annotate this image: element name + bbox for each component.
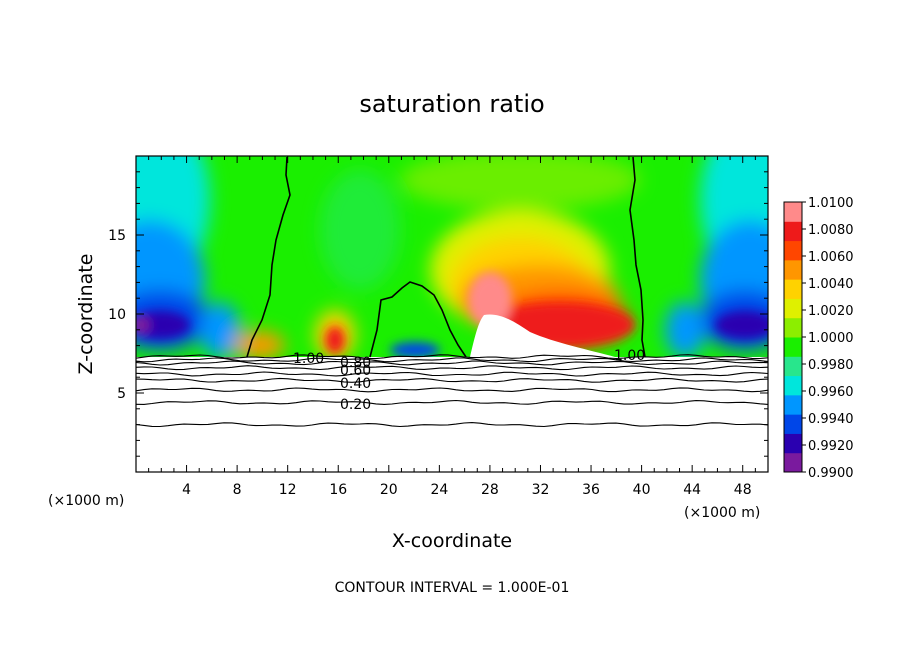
x-tick-label: 8 [233,482,242,498]
x-tick-label: 44 [683,482,701,498]
colorbar-label: 0.9980 [808,358,854,373]
contour-label: 0.40 [340,376,371,392]
colorbar-label: 1.0060 [808,250,854,265]
x-tick-label: 28 [481,482,499,498]
contour-label: 1.00 [293,351,324,367]
colorbar-swatch [784,337,802,357]
contour-interval: CONTOUR INTERVAL = 1.000E-01 [335,580,570,596]
contour-label: 0.60 [340,363,371,379]
colorbar-label: 1.0100 [808,196,854,211]
x-tick-label: 32 [532,482,550,498]
colorbar-swatch [784,317,802,338]
x-tick-label: 4 [182,482,191,498]
contour-line [135,377,769,383]
colorbar-label: 0.9960 [808,385,854,400]
x-tick-label: 20 [380,482,398,498]
y-axis-label: Z-coordinate [75,254,97,375]
x-tick-label: 16 [329,482,347,498]
saturation-field [136,156,768,357]
x-tick-label: 40 [633,482,651,498]
colorbar-swatch [784,356,802,377]
colorbar-swatch [784,433,802,454]
x-unit-label-right: (×1000 m) [684,505,760,521]
y-axis: 5 10 15 [108,171,768,457]
colorbar-swatch [784,279,802,299]
x-axis-label: X-coordinate [392,530,512,552]
contour-label: 0.20 [340,397,371,413]
colorbar-swatch [784,375,802,396]
white-region [470,314,615,357]
contour-line [135,371,769,377]
contour-line [135,387,769,393]
colorbar: 1.0100 1.0080 1.0060 1.0040 1.0020 1.0000 0.99… [783,196,854,481]
x-tick-label: 36 [582,482,600,498]
x-axis: 4 8 12 16 20 24 28 32 36 40 44 48 [148,156,756,498]
contour-line [135,360,769,366]
contour-line [135,357,769,363]
x-tick-label: 12 [279,482,297,498]
x-tick-label: 48 [734,482,752,498]
chart-title: saturation ratio [359,90,544,118]
colorbar-label: 0.9900 [808,466,854,481]
colorbar-swatch [784,259,802,280]
y-tick-label: 5 [117,386,126,402]
colorbar-swatch [784,221,802,242]
colorbar-label: 1.0000 [808,331,854,346]
colorbar-swatch [784,394,802,415]
colorbar-label: 0.9920 [808,439,854,454]
contour-1-00 [246,156,646,358]
contour-line [135,365,769,371]
contour-label: 1.00 [614,348,645,364]
y-tick-label: 10 [108,307,126,323]
x-unit-label-left: (×1000 m) [48,493,124,509]
lower-domain [136,357,768,472]
colorbar-label: 1.0040 [808,277,854,292]
colorbar-swatch [784,452,802,473]
contour-line [135,354,769,360]
contour-line [135,422,769,428]
contour-line [135,399,769,405]
colorbar-label: 0.9940 [808,412,854,427]
x-tick-label: 24 [430,482,448,498]
horizontal-contours [135,354,769,428]
colorbar-label: 1.0080 [808,223,854,238]
colorbar-swatch [784,414,802,434]
contour-label: 0.80 [340,355,371,371]
y-tick-label: 15 [108,228,126,244]
colorbar-swatch [784,298,802,319]
colorbar-label: 1.0020 [808,304,854,319]
colorbar-swatch [784,240,802,261]
colorbar-swatch [784,202,802,222]
